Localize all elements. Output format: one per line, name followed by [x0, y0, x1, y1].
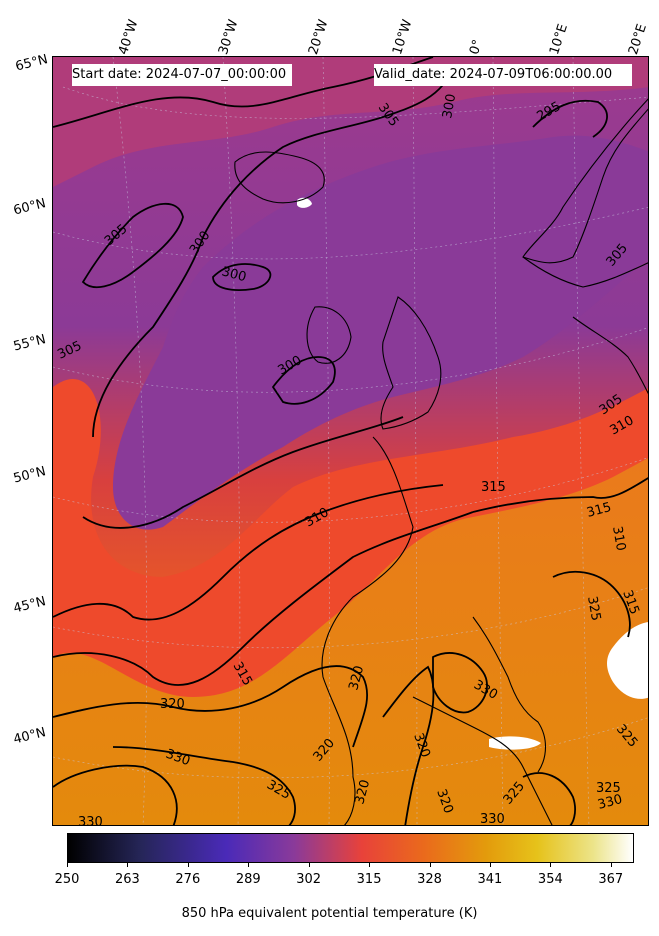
- contour-label: 315: [481, 480, 506, 495]
- contour-295: [532, 99, 608, 138]
- contour-label: 320: [160, 697, 185, 712]
- colorbar-label: 850 hPa equivalent potential temperature…: [181, 906, 478, 921]
- valid-date-label: Valid_date: 2024-07-09T06:00:00.00: [374, 64, 632, 86]
- contour-label: 330: [78, 815, 103, 826]
- contour-label: 315: [585, 500, 613, 521]
- contour-315-a: [53, 511, 474, 686]
- colorbar-tick-label: 315: [356, 872, 382, 887]
- contour-305-mid: [82, 416, 404, 529]
- colorbar-tick-mark: [489, 863, 491, 867]
- lon-label-30w: 30°W: [216, 17, 242, 57]
- contour-320-b: [382, 665, 435, 825]
- lon-label-20e: 20°E: [626, 22, 650, 57]
- colorbar-tick-mark: [248, 863, 250, 867]
- contour-label: 320: [346, 664, 367, 692]
- coast-baltic: [572, 316, 648, 395]
- colorbar-tick-mark: [610, 863, 612, 867]
- coast-france-iberia: [321, 436, 414, 825]
- coast-britain: [380, 296, 442, 430]
- colorbar-tick-mark: [187, 863, 189, 867]
- masked-patch-alps: [607, 622, 648, 699]
- lon-label-10e: 10°E: [547, 22, 571, 57]
- lon-label-10w: 10°W: [390, 17, 416, 57]
- contour-label: 310: [609, 525, 628, 552]
- contour-label: 300: [440, 93, 459, 120]
- lat-label-45n: 45°N: [12, 594, 48, 617]
- contour-330-b: [432, 652, 488, 714]
- map-panel: 305 300 295 305 300 300 305 305 300 305 …: [52, 56, 649, 826]
- start-date-label: Start date: 2024-07-07_00:00:00: [72, 64, 293, 86]
- contour-330-c: [522, 772, 576, 825]
- colorbar-tick-mark: [127, 863, 129, 867]
- colorbar-tick-label: 263: [114, 872, 140, 887]
- contour-305-west: [81, 202, 184, 289]
- contour-label: 320: [352, 778, 373, 806]
- lat-label-60n: 60°N: [12, 196, 48, 219]
- contours: [53, 57, 648, 825]
- colorbar-tick-label: 367: [598, 872, 624, 887]
- contour-300-main: [92, 66, 454, 438]
- contour-300-south: [271, 356, 336, 405]
- contour-300-inner: [212, 263, 272, 291]
- coast-norway-south: [522, 256, 648, 288]
- contour-label: 300: [220, 264, 248, 285]
- coast-ireland: [306, 306, 352, 364]
- contour-310: [53, 484, 444, 621]
- coast-scandinavia: [522, 98, 648, 264]
- lat-label-55n: 55°N: [12, 332, 48, 355]
- lon-label-40w: 40°W: [116, 17, 142, 57]
- contour-label: 325: [596, 781, 621, 796]
- field-north-rim: [53, 57, 648, 187]
- colorbar-tick-mark: [308, 863, 310, 867]
- contour-315-b: [472, 477, 648, 513]
- masked-patch-italy: [489, 736, 541, 750]
- contour-330-a: [53, 764, 178, 825]
- colorbar: [67, 833, 634, 863]
- colorbar-tick-mark: [550, 863, 552, 867]
- coast-italy: [472, 616, 547, 773]
- contour-325: [112, 746, 296, 825]
- colorbar-tick-mark: [369, 863, 371, 867]
- colorbar-tick-label: 328: [417, 872, 442, 887]
- contour-325-east: [552, 570, 631, 638]
- colorbar-tick-label: 302: [296, 872, 322, 887]
- coast-iceland: [234, 151, 325, 204]
- theta-e-map: 305 300 295 305 300 300 305 305 300 305 …: [53, 57, 648, 826]
- field-cold-core: [113, 135, 648, 530]
- lon-label-0: 0°: [467, 37, 486, 57]
- colorbar-tick-label: 354: [537, 872, 563, 887]
- coastlines: [234, 98, 648, 825]
- colorbar-tick-mark: [67, 863, 68, 867]
- lat-label-65n: 65°N: [14, 52, 50, 75]
- contour-label: 330: [596, 792, 624, 813]
- lat-label-50n: 50°N: [12, 464, 48, 487]
- contour-320-a: [53, 665, 368, 748]
- colorbar-tick-label: 341: [477, 872, 503, 887]
- lon-label-20w: 20°W: [306, 17, 332, 57]
- contour-label: 330: [480, 812, 505, 826]
- colorbar-tick-label: 250: [54, 872, 80, 887]
- colorbar-tick-label: 276: [175, 872, 201, 887]
- colorbar-tick-label: 289: [235, 872, 261, 887]
- graticule: [53, 57, 648, 825]
- field-warm-south: [53, 458, 648, 825]
- lat-label-40n: 40°N: [12, 725, 48, 748]
- coast-mediterranean: [412, 696, 553, 825]
- contour-label: 325: [584, 595, 603, 622]
- colorbar-tick-mark: [429, 863, 431, 867]
